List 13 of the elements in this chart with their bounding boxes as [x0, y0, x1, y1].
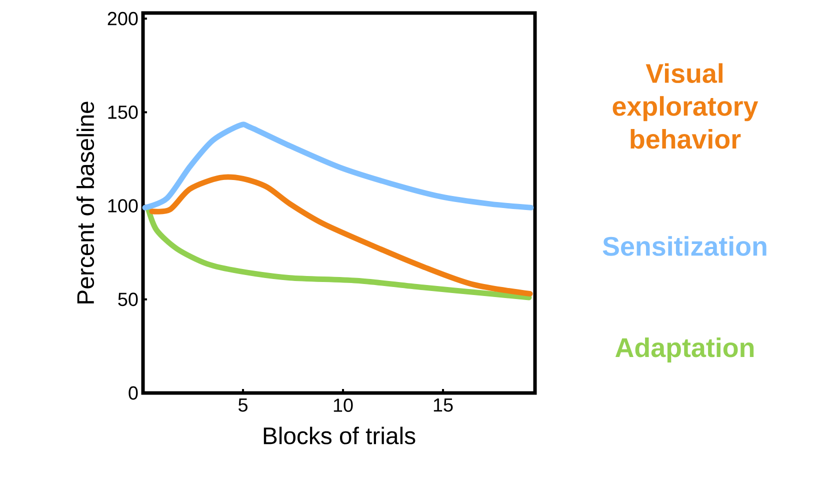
y-tick-label: 50 [118, 292, 138, 306]
y-tick-label: 200 [108, 12, 138, 26]
y-tick-label: 100 [108, 199, 138, 212]
text: Sensitization [602, 236, 766, 256]
y-tick-label: 0 [128, 386, 138, 400]
y-axis-title: Percent of baseline [76, 102, 94, 304]
x-axis-title: Blocks of trials [264, 426, 416, 444]
x-tick-label: 15 [434, 398, 453, 412]
y-tick-label: 150 [108, 105, 138, 119]
text: Adaptation [615, 337, 754, 363]
text: Visual exploratory behavior [612, 63, 758, 149]
x-tick-label: 10 [334, 398, 353, 412]
x-tick-label: 5 [238, 398, 248, 412]
